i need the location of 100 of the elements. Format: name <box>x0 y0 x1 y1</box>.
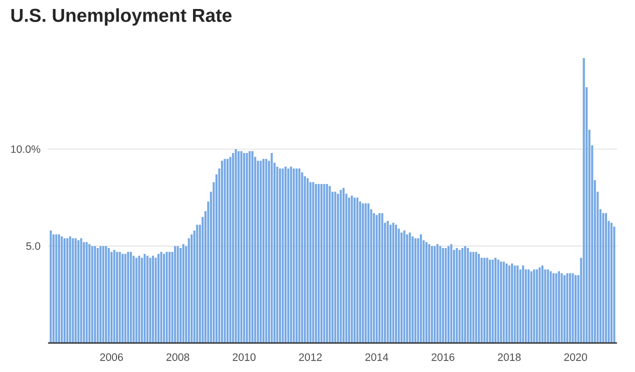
bar <box>376 215 378 343</box>
bar <box>94 246 96 343</box>
bar <box>102 246 104 343</box>
bar <box>480 258 483 343</box>
bar <box>560 273 563 343</box>
bar <box>546 269 549 343</box>
bar <box>406 234 408 343</box>
bar <box>456 248 458 343</box>
bar <box>135 258 138 343</box>
bar <box>168 252 171 343</box>
bar <box>220 160 224 343</box>
x-tick-label: 2016 <box>432 353 454 361</box>
bar <box>72 238 74 343</box>
x-tick-label: 2006 <box>100 353 123 361</box>
bar <box>301 172 304 343</box>
bar <box>282 168 284 343</box>
bar <box>472 252 474 343</box>
bar <box>256 160 259 343</box>
bar <box>486 258 488 343</box>
bar <box>232 153 234 343</box>
bar <box>458 250 461 343</box>
bar <box>582 58 585 343</box>
bar <box>530 271 532 343</box>
bar <box>190 234 193 343</box>
bar <box>430 246 433 343</box>
bar <box>298 168 300 343</box>
bar <box>290 166 292 343</box>
bar <box>602 213 604 343</box>
bar <box>160 252 162 343</box>
bar <box>262 158 264 343</box>
bar <box>414 238 416 343</box>
bar <box>447 246 450 343</box>
bar <box>304 176 306 343</box>
bar <box>364 203 367 343</box>
bar <box>550 271 552 343</box>
bar <box>514 265 516 343</box>
bar <box>144 254 146 343</box>
bar <box>604 213 607 343</box>
bar <box>572 273 574 343</box>
bar <box>52 234 55 343</box>
bar <box>69 236 72 343</box>
bar <box>124 254 126 343</box>
bar <box>260 160 262 343</box>
bar <box>60 236 63 343</box>
bar <box>403 230 406 343</box>
bar <box>610 222 613 343</box>
bar <box>511 264 514 343</box>
bar <box>276 166 278 343</box>
bar <box>166 252 168 343</box>
bar <box>470 252 472 343</box>
bar <box>492 260 494 343</box>
bar <box>138 256 140 343</box>
bar <box>127 252 130 343</box>
bar <box>508 265 510 343</box>
bar <box>367 203 370 343</box>
bar <box>466 248 469 343</box>
bar <box>528 269 530 343</box>
bar <box>91 246 94 343</box>
bar <box>461 248 464 343</box>
bar <box>408 232 411 343</box>
x-tick-label: 2014 <box>365 353 388 361</box>
bar <box>278 168 282 343</box>
bar <box>243 153 246 343</box>
bar <box>389 224 392 343</box>
bar <box>381 213 384 343</box>
bar <box>354 198 356 343</box>
bar <box>505 264 508 343</box>
bar <box>334 192 336 343</box>
bar <box>157 254 160 343</box>
bar <box>328 186 331 343</box>
bar <box>108 248 110 343</box>
bar <box>613 226 616 343</box>
bar <box>342 188 345 343</box>
chart-title: U.S. Unemployment Rate <box>11 8 232 26</box>
bar <box>306 178 309 343</box>
bar <box>99 246 102 343</box>
bar <box>497 260 500 343</box>
bar <box>538 267 541 343</box>
bar <box>96 248 99 343</box>
bar <box>475 252 478 343</box>
bar <box>392 222 394 343</box>
bar <box>394 224 398 343</box>
bar <box>224 158 226 343</box>
bar <box>248 151 251 343</box>
bar <box>152 256 154 343</box>
bar <box>132 256 135 343</box>
bar <box>118 252 121 343</box>
bar <box>226 158 229 343</box>
bar <box>442 248 444 343</box>
bar <box>378 213 380 343</box>
bar <box>436 244 438 343</box>
bar <box>439 246 442 343</box>
bar <box>569 273 572 343</box>
bar <box>234 149 237 343</box>
bar <box>314 184 317 343</box>
bar <box>428 244 430 343</box>
bar <box>66 238 68 343</box>
x-tick-label: 2012 <box>299 353 322 361</box>
bar <box>55 234 58 343</box>
bar <box>296 168 298 343</box>
